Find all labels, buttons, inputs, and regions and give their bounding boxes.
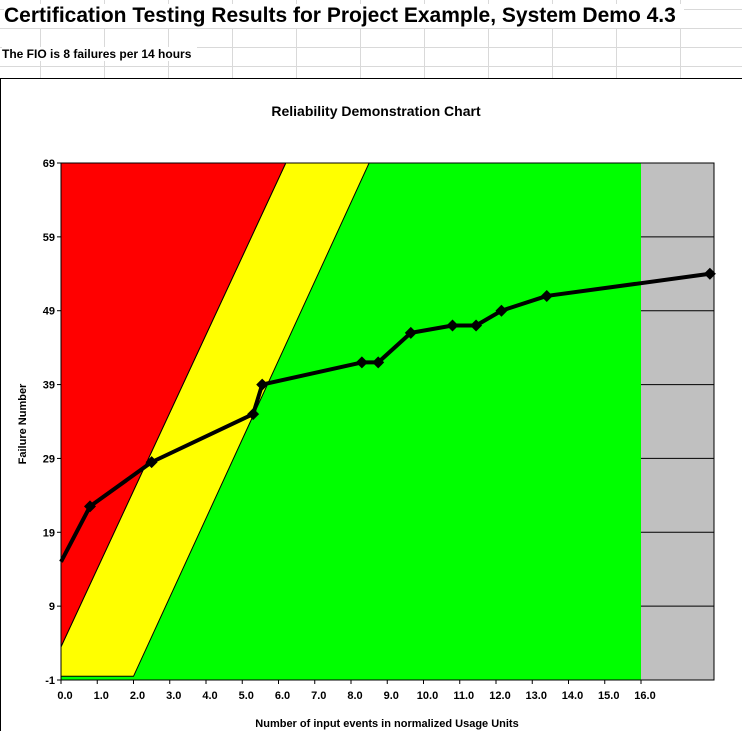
y-tick-label: 19 (43, 527, 55, 539)
chart-title: Reliability Demonstration Chart (271, 103, 481, 119)
x-tick-label: 7.0 (311, 690, 326, 702)
data-point (495, 304, 508, 317)
data-point (446, 319, 459, 332)
x-tick-label: 6.0 (275, 690, 290, 702)
x-tick-label: 13.0 (526, 690, 547, 702)
x-tick-label: 14.0 (562, 690, 583, 702)
y-tick-label: 59 (43, 232, 55, 244)
y-tick-label: 9 (49, 601, 55, 613)
y-tick-label: 69 (43, 158, 55, 170)
data-point (355, 356, 368, 369)
y-tick-label: 49 (43, 306, 55, 318)
x-tick-label: 8.0 (347, 690, 362, 702)
fio-note: The FIO is 8 failures per 14 hours (2, 47, 198, 61)
x-tick-label: 0.0 (57, 690, 72, 702)
y-tick-label: 29 (43, 453, 55, 465)
data-point (84, 500, 96, 513)
reliability-chart: Reliability Demonstration Chart Failure … (17, 103, 716, 730)
x-tick-label: 1.0 (94, 690, 109, 702)
data-point (247, 408, 260, 421)
data-point (703, 267, 716, 280)
beyond-region (641, 163, 714, 680)
x-tick-label: 16.0 (634, 690, 655, 702)
data-point (470, 319, 483, 332)
x-tick-label: 9.0 (384, 690, 399, 702)
page-title: Certification Testing Results for Projec… (4, 4, 684, 28)
data-point (145, 456, 158, 469)
data-point (256, 378, 269, 391)
x-tick-label: 10.0 (417, 690, 438, 702)
y-tick-label: -1 (45, 675, 55, 687)
x-tick-label: 2.0 (130, 690, 145, 702)
x-tick-label: 12.0 (489, 690, 510, 702)
y-tick-label: 39 (43, 380, 55, 392)
plot-area: 69 59 49 39 29 19 9 -10.0 1.0 2.0 3.0 4.0 5.0 6.0 7.0 8… (43, 158, 716, 702)
x-axis-label: Number of input events in normalized Usa… (255, 718, 518, 730)
chart-area[interactable]: Reliability Demonstration Chart Failure … (0, 78, 742, 731)
x-tick-label: 4.0 (202, 690, 217, 702)
data-point (540, 289, 553, 302)
data-point (404, 326, 417, 339)
data-point (372, 356, 385, 369)
x-tick-label: 5.0 (239, 690, 254, 702)
x-tick-label: 3.0 (166, 690, 181, 702)
x-tick-label: 11.0 (453, 690, 474, 702)
y-axis-label: Failure Number (17, 383, 29, 464)
x-tick-label: 15.0 (598, 690, 619, 702)
